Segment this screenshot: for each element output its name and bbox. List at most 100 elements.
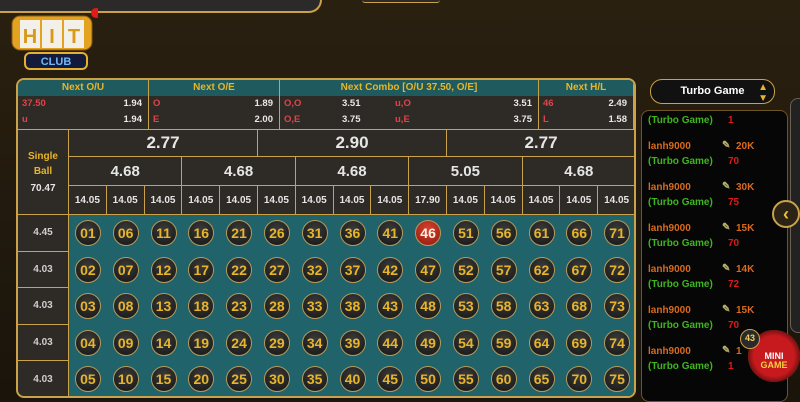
row-bet[interactable]: 4.03 <box>18 288 69 325</box>
number-ball[interactable]: 18 <box>188 293 215 320</box>
range-bet-fifth[interactable]: 4.68 <box>182 157 296 186</box>
column-bet[interactable]: 14.05 <box>484 186 523 215</box>
range-bet-third[interactable]: 2.77 <box>69 130 258 157</box>
number-ball[interactable]: 11 <box>150 220 177 246</box>
number-ball[interactable]: 03 <box>74 293 101 320</box>
number-ball[interactable]: 19 <box>188 329 215 356</box>
game-select-dropdown[interactable]: Turbo Game ▲ ▼ <box>650 79 775 104</box>
number-ball[interactable]: 46 <box>415 220 442 246</box>
number-ball[interactable]: 57 <box>490 256 517 283</box>
market-odds[interactable]: 1.94 <box>123 98 143 109</box>
number-ball[interactable]: 14 <box>150 329 177 356</box>
market-odds[interactable]: 1.89 <box>254 98 274 109</box>
number-ball[interactable]: 07 <box>112 256 139 283</box>
column-bet[interactable]: 14.05 <box>69 186 107 215</box>
number-ball[interactable]: 31 <box>301 220 328 246</box>
number-ball[interactable]: 40 <box>339 366 366 393</box>
number-ball[interactable]: 27 <box>263 256 290 283</box>
number-ball[interactable]: 51 <box>452 220 479 246</box>
market-option[interactable]: O,E <box>284 114 301 125</box>
number-ball[interactable]: 15 <box>150 366 177 393</box>
number-ball[interactable]: 49 <box>415 329 442 356</box>
number-ball[interactable]: 61 <box>528 220 555 246</box>
number-ball[interactable]: 17 <box>188 256 215 283</box>
number-ball[interactable]: 33 <box>301 293 328 320</box>
market-option[interactable]: O,O <box>284 98 302 109</box>
range-bet-third[interactable]: 2.90 <box>258 130 447 157</box>
number-ball[interactable]: 23 <box>226 293 253 320</box>
number-ball[interactable]: 59 <box>490 329 517 356</box>
number-ball[interactable]: 63 <box>528 293 555 320</box>
column-bet[interactable]: 14.05 <box>598 186 634 215</box>
number-ball[interactable]: 75 <box>604 366 631 393</box>
column-bet[interactable]: 14.05 <box>295 186 334 215</box>
number-ball[interactable]: 08 <box>112 293 139 320</box>
number-ball[interactable]: 70 <box>566 366 593 393</box>
number-ball[interactable]: 62 <box>528 256 555 283</box>
single-ball-cell[interactable]: Single Ball 70.47 <box>18 130 69 215</box>
number-ball[interactable]: 32 <box>301 256 328 283</box>
market-odds[interactable]: 3.51 <box>513 98 533 109</box>
chevron-left-icon[interactable]: ‹ <box>772 200 800 228</box>
number-ball[interactable]: 21 <box>226 220 253 246</box>
number-ball[interactable]: 74 <box>604 329 631 356</box>
number-ball[interactable]: 72 <box>604 256 631 283</box>
number-ball[interactable]: 16 <box>188 220 215 246</box>
number-ball[interactable]: 66 <box>566 220 593 246</box>
number-ball[interactable]: 30 <box>263 366 290 393</box>
row-bet[interactable]: 4.03 <box>18 361 69 396</box>
number-ball[interactable]: 48 <box>415 293 442 320</box>
column-bet[interactable]: 14.05 <box>447 186 485 215</box>
number-ball[interactable]: 41 <box>377 220 404 246</box>
number-ball[interactable]: 38 <box>339 293 366 320</box>
number-ball[interactable]: 25 <box>226 366 253 393</box>
number-ball[interactable]: 02 <box>74 256 101 283</box>
number-ball[interactable]: 58 <box>490 293 517 320</box>
number-ball[interactable]: 28 <box>263 293 290 320</box>
number-ball[interactable]: 42 <box>377 256 404 283</box>
market-option[interactable]: u,O <box>395 98 411 109</box>
range-bet-third[interactable]: 2.77 <box>447 130 634 157</box>
row-bet[interactable]: 4.03 <box>18 324 69 362</box>
number-ball[interactable]: 01 <box>74 220 101 246</box>
range-bet-fifth[interactable]: 4.68 <box>69 157 183 186</box>
number-ball[interactable]: 71 <box>604 220 631 246</box>
column-bet[interactable]: 14.05 <box>220 186 258 215</box>
number-ball[interactable]: 35 <box>301 366 328 393</box>
market-odds[interactable]: 1.58 <box>608 114 628 125</box>
market-odds[interactable]: 3.75 <box>513 114 533 125</box>
number-ball[interactable]: 60 <box>490 366 517 393</box>
number-ball[interactable]: 53 <box>452 293 479 320</box>
number-ball[interactable]: 24 <box>226 329 253 356</box>
number-ball[interactable]: 37 <box>339 256 366 283</box>
number-ball[interactable]: 13 <box>150 293 177 320</box>
market-option[interactable]: 37.50 <box>22 98 46 109</box>
number-ball[interactable]: 39 <box>339 329 366 356</box>
market-option[interactable]: u <box>22 114 28 125</box>
column-bet[interactable]: 17.90 <box>409 186 447 215</box>
number-ball[interactable]: 69 <box>566 329 593 356</box>
market-option[interactable]: 46 <box>543 98 554 109</box>
column-bet[interactable]: 14.05 <box>522 186 561 215</box>
market-odds[interactable]: 1.94 <box>123 114 143 125</box>
market-option[interactable]: u,E <box>395 114 410 125</box>
range-bet-fifth[interactable]: 5.05 <box>409 157 523 186</box>
market-odds[interactable]: 3.75 <box>342 114 361 125</box>
range-bet-fifth[interactable]: 4.68 <box>295 157 410 186</box>
number-ball[interactable]: 04 <box>74 329 101 356</box>
row-bet[interactable]: 4.03 <box>18 251 69 289</box>
number-ball[interactable]: 20 <box>188 366 215 393</box>
number-ball[interactable]: 65 <box>528 366 555 393</box>
number-ball[interactable]: 56 <box>490 220 517 246</box>
column-bet[interactable]: 14.05 <box>258 186 296 215</box>
number-ball[interactable]: 10 <box>112 366 139 393</box>
market-option[interactable]: E <box>153 114 160 125</box>
market-odds[interactable]: 2.49 <box>608 98 628 109</box>
number-ball[interactable]: 54 <box>452 329 479 356</box>
market-odds[interactable]: 2.00 <box>254 114 274 125</box>
number-ball[interactable]: 05 <box>74 366 101 393</box>
row-bet[interactable]: 4.45 <box>18 215 69 252</box>
range-bet-fifth[interactable]: 4.68 <box>522 157 634 186</box>
number-ball[interactable]: 45 <box>377 366 404 393</box>
number-ball[interactable]: 55 <box>452 366 479 393</box>
